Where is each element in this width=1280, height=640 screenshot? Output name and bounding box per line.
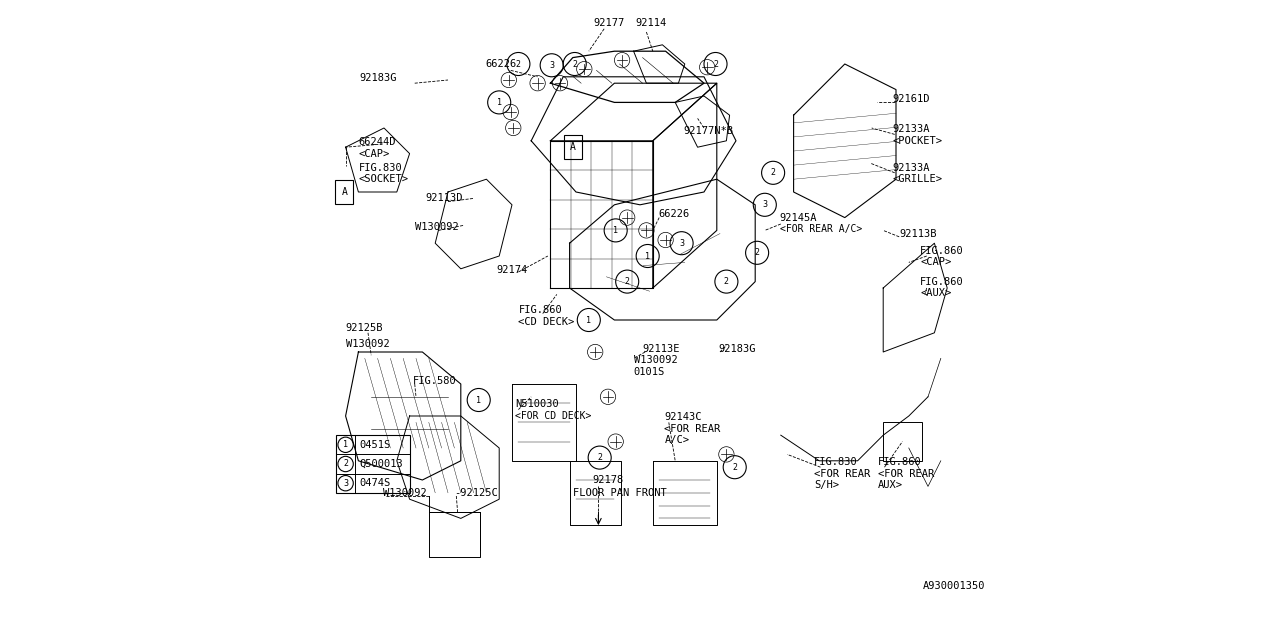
Text: 66226: 66226 xyxy=(658,209,689,220)
Text: <FOR CD DECK>: <FOR CD DECK> xyxy=(516,411,591,421)
Text: 3: 3 xyxy=(763,200,767,209)
Text: W130092: W130092 xyxy=(634,355,677,365)
Text: A: A xyxy=(342,187,347,197)
Text: 92125B: 92125B xyxy=(346,323,383,333)
Text: 92113E: 92113E xyxy=(643,344,680,354)
Text: 1: 1 xyxy=(645,252,650,260)
Text: 92177N*B: 92177N*B xyxy=(684,126,733,136)
Text: W130092: W130092 xyxy=(346,339,389,349)
Text: <AUX>: <AUX> xyxy=(920,288,951,298)
Text: 2: 2 xyxy=(724,277,728,286)
Text: 66244D: 66244D xyxy=(358,137,396,147)
Text: 3: 3 xyxy=(343,479,348,488)
Text: 2: 2 xyxy=(572,60,577,68)
Text: <POCKET>: <POCKET> xyxy=(893,136,943,146)
Text: 92178: 92178 xyxy=(593,475,623,485)
Text: 2: 2 xyxy=(771,168,776,177)
Text: <FOR REAR: <FOR REAR xyxy=(664,424,721,434)
Text: W130092: W130092 xyxy=(383,488,426,498)
Text: A: A xyxy=(570,142,576,152)
Bar xyxy=(335,435,410,493)
Text: 92133A: 92133A xyxy=(893,124,931,134)
Text: <FOR REAR A/C>: <FOR REAR A/C> xyxy=(780,224,861,234)
Text: <CD DECK>: <CD DECK> xyxy=(518,317,575,327)
Text: A930001350: A930001350 xyxy=(923,580,986,591)
Text: FIG.860: FIG.860 xyxy=(878,457,922,467)
Text: 1: 1 xyxy=(613,226,618,235)
Text: 2: 2 xyxy=(598,453,602,462)
Text: A/C>: A/C> xyxy=(664,435,690,445)
Text: 2: 2 xyxy=(755,248,759,257)
Text: <FOR REAR: <FOR REAR xyxy=(814,468,870,479)
Text: 92183G: 92183G xyxy=(360,73,397,83)
Text: FIG.830: FIG.830 xyxy=(814,457,858,467)
Text: <FOR REAR: <FOR REAR xyxy=(878,468,934,479)
Text: 92161D: 92161D xyxy=(893,94,931,104)
Text: 0451S: 0451S xyxy=(358,440,390,450)
Text: 2: 2 xyxy=(625,277,630,286)
Text: 92177: 92177 xyxy=(594,18,625,28)
Text: 92143C: 92143C xyxy=(664,412,701,422)
Text: FIG.580: FIG.580 xyxy=(412,376,457,386)
Text: 2: 2 xyxy=(732,463,737,472)
Text: 2: 2 xyxy=(343,460,348,468)
Text: <SOCKET>: <SOCKET> xyxy=(358,174,408,184)
Text: FIG.860: FIG.860 xyxy=(920,246,964,256)
Text: 92114: 92114 xyxy=(635,18,667,28)
Text: 92174: 92174 xyxy=(497,265,527,275)
Text: <CAP>: <CAP> xyxy=(358,148,389,159)
Text: 66226: 66226 xyxy=(485,59,516,69)
Text: 2: 2 xyxy=(713,60,718,68)
Text: FIG.830: FIG.830 xyxy=(358,163,402,173)
Text: <CAP>: <CAP> xyxy=(920,257,951,268)
Text: 3: 3 xyxy=(680,239,684,248)
Text: FIG.860: FIG.860 xyxy=(920,276,964,287)
Text: 92113B: 92113B xyxy=(900,228,937,239)
Text: 3: 3 xyxy=(549,61,554,70)
Text: 92183G: 92183G xyxy=(718,344,755,354)
Text: FLOOR PAN FRONT: FLOOR PAN FRONT xyxy=(573,488,667,498)
Text: 1: 1 xyxy=(586,316,591,324)
Bar xyxy=(883,422,922,461)
Text: -92125C: -92125C xyxy=(454,488,498,498)
Text: N510030: N510030 xyxy=(516,399,559,410)
Text: FIG.860: FIG.860 xyxy=(518,305,562,316)
Text: 92133A: 92133A xyxy=(893,163,931,173)
Text: 1: 1 xyxy=(497,98,502,107)
Text: 0101S: 0101S xyxy=(634,367,664,377)
Text: Q500013: Q500013 xyxy=(358,459,403,469)
Text: AUX>: AUX> xyxy=(878,480,904,490)
Text: 92145A: 92145A xyxy=(780,212,817,223)
Text: 1: 1 xyxy=(476,396,481,404)
Text: S/H>: S/H> xyxy=(814,480,840,490)
Text: 0474S: 0474S xyxy=(358,478,390,488)
Text: 92113D: 92113D xyxy=(425,193,463,204)
Text: W130092: W130092 xyxy=(415,222,458,232)
Text: 2: 2 xyxy=(516,60,521,68)
Text: <GRILLE>: <GRILLE> xyxy=(893,174,943,184)
Text: 1: 1 xyxy=(343,440,348,449)
